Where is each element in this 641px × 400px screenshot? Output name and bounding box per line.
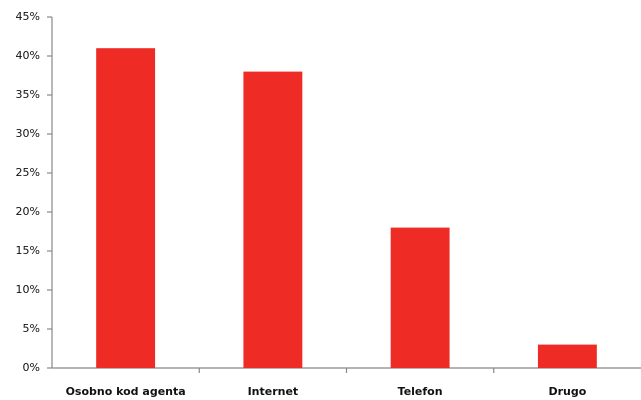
- y-tick-label: 15%: [16, 244, 40, 257]
- x-tick-label: Telefon: [398, 385, 443, 398]
- y-tick-label: 45%: [16, 10, 40, 23]
- x-tick-label: Osobno kod agenta: [66, 385, 186, 398]
- y-tick-label: 35%: [16, 88, 40, 101]
- y-tick-label: 0%: [23, 361, 40, 374]
- y-tick-label: 20%: [16, 205, 40, 218]
- x-tick-label: Drugo: [548, 385, 586, 398]
- y-tick-label: 5%: [23, 322, 40, 335]
- y-tick-label: 10%: [16, 283, 40, 296]
- y-tick-label: 30%: [16, 127, 40, 140]
- y-tick-label: 40%: [16, 49, 40, 62]
- bar: [243, 71, 303, 368]
- y-tick-label: 25%: [16, 166, 40, 179]
- x-tick-label: Internet: [248, 385, 299, 398]
- bar: [537, 344, 597, 368]
- bar: [390, 227, 450, 368]
- bar: [96, 48, 156, 368]
